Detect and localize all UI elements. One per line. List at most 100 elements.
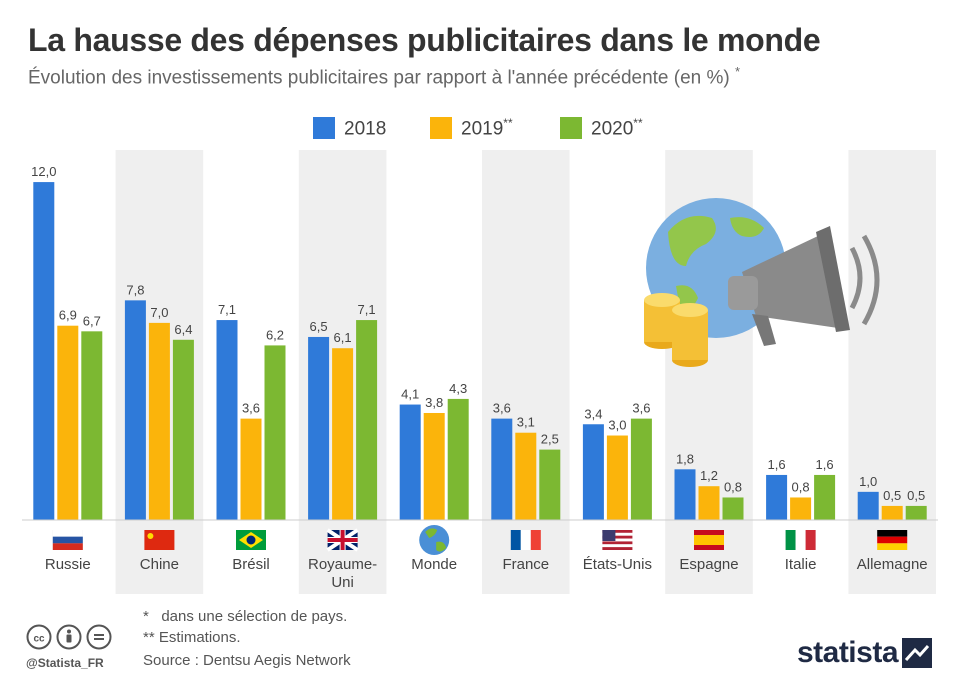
legend-swatch-2019	[430, 117, 452, 139]
x-label-royaume-uni: Royaume-Uni	[308, 556, 377, 591]
bar-etats-unis-2020	[630, 418, 652, 520]
data-label-bresil-2018: 7,1	[218, 302, 236, 317]
bar-espagne-2019	[698, 486, 720, 520]
data-label-royaume-uni-2020: 7,1	[358, 302, 376, 317]
uk-flag-icon	[326, 528, 359, 552]
bar-monde-2019	[423, 412, 445, 520]
bar-russie-2019	[57, 325, 79, 520]
bar-allemagne-2018	[857, 491, 879, 520]
legend-item-2020: 2020**	[560, 114, 643, 142]
chart-title: La hausse des dépenses publicitaires dan…	[28, 22, 821, 58]
data-label-italie-2018: 1,6	[768, 457, 786, 472]
bar-russie-2018	[33, 182, 55, 520]
bar-france-2019	[515, 432, 537, 520]
bar-italie-2019	[790, 497, 812, 520]
data-label-italie-2020: 1,6	[816, 457, 834, 472]
globe-land	[668, 215, 764, 309]
source-note: Source : Dentsu Aegis Network	[143, 652, 351, 669]
category-flags	[52, 525, 908, 555]
bar-bresil-2019	[240, 418, 262, 520]
statista-logo[interactable]: statista	[797, 636, 932, 670]
advertising-illustration	[644, 198, 880, 367]
x-label-espagne: Espagne	[679, 556, 738, 573]
bar-chine-2018	[124, 300, 146, 520]
chart-subtitle: Évolution des investissements publicitai…	[28, 64, 740, 89]
x-label-monde: Monde	[411, 556, 457, 573]
data-label-russie-2020: 6,7	[83, 313, 101, 328]
bar-allemagne-2019	[881, 505, 903, 520]
bar-bresil-2020	[264, 345, 286, 520]
bar-france-2020	[539, 449, 561, 520]
globe-icon	[419, 525, 450, 555]
statista-wordmark: statista	[796, 636, 899, 669]
legend-label-2019: 2019**	[461, 115, 513, 140]
data-label-monde-2018: 4,1	[401, 387, 419, 402]
bar-chine-2019	[148, 322, 170, 520]
category-band-france	[482, 150, 570, 594]
russia-flag-icon	[52, 530, 83, 550]
data-label-monde-2019: 3,8	[425, 395, 443, 410]
legend-item-2018: 2018	[313, 114, 386, 142]
bar-italie-2018	[766, 474, 788, 520]
bar-royaume-uni-2020	[356, 320, 378, 520]
data-label-etats-unis-2019: 3,0	[608, 418, 626, 433]
coins-illustration	[644, 293, 708, 367]
subtitle-footnote-mark: *	[735, 64, 741, 79]
bar-france-2018	[491, 418, 513, 520]
china-flag-icon	[144, 530, 175, 550]
data-label-espagne-2020: 0,8	[724, 479, 742, 494]
x-label-russie: Russie	[45, 556, 91, 573]
cc-icon: cc	[26, 624, 52, 650]
x-label-chine: Chine	[140, 556, 179, 573]
megaphone-illustration	[728, 226, 880, 346]
statista-mark-icon	[902, 638, 932, 668]
spain-flag-icon	[694, 530, 724, 550]
x-label-allemagne: Allemagne	[857, 556, 928, 573]
bar-bresil-2018	[216, 320, 238, 520]
x-label-etats-unis: États-Unis	[583, 556, 652, 573]
data-label-bresil-2020: 6,2	[266, 327, 284, 342]
bar-espagne-2018	[674, 469, 696, 520]
no-derivatives-icon	[86, 624, 112, 650]
data-label-russie-2018: 12,0	[31, 164, 56, 179]
twitter-handle: @Statista_FR	[26, 656, 104, 670]
bar-monde-2020	[447, 398, 469, 520]
data-label-chine-2020: 6,4	[174, 322, 192, 337]
data-label-espagne-2019: 1,2	[700, 468, 718, 483]
data-label-allemagne-2019: 0,5	[883, 488, 901, 503]
data-label-italie-2019: 0,8	[792, 479, 810, 494]
legend-label-2020: 2020**	[591, 115, 643, 140]
x-label-bresil: Brésil	[232, 556, 270, 573]
data-label-russie-2019: 6,9	[59, 308, 77, 323]
bar-royaume-uni-2019	[332, 348, 354, 520]
bar-russie-2020	[81, 331, 103, 520]
france-flag-icon	[510, 530, 541, 550]
footnotes: * dans une sélection de pays. ** Estimat…	[143, 606, 347, 648]
data-label-royaume-uni-2019: 6,1	[334, 330, 352, 345]
bar-monde-2018	[399, 404, 421, 520]
data-label-monde-2020: 4,3	[449, 381, 467, 396]
bars: 12,0 6,9 6,7 7,8 7,0 6,4 7,1 3,6 6,2 6,5 6,1 7,1 4,1…	[31, 164, 927, 520]
data-label-chine-2018: 7,8	[126, 282, 144, 297]
bar-italie-2020	[814, 474, 836, 520]
legend-item-2019: 2019**	[430, 114, 513, 142]
license-icons: cc	[26, 624, 112, 650]
germany-flag-icon	[877, 530, 908, 550]
data-label-allemagne-2018: 1,0	[859, 474, 877, 489]
x-axis-labels: Russie Chine Brésil Royaume-Uni Monde France É…	[45, 556, 928, 591]
bar-chart: 12,0 6,9 6,7 7,8 7,0 6,4 7,1 3,6 6,2 6,5 6,1 7,1 4,1…	[22, 150, 938, 594]
x-label-italie: Italie	[785, 556, 817, 573]
bar-etats-unis-2018	[582, 424, 604, 520]
attribution-icon	[56, 624, 82, 650]
data-label-france-2019: 3,1	[517, 415, 535, 430]
data-label-royaume-uni-2018: 6,5	[310, 319, 328, 334]
bar-royaume-uni-2018	[308, 336, 330, 520]
svg-text:cc: cc	[33, 634, 45, 645]
data-label-chine-2019: 7,0	[150, 305, 168, 320]
usa-flag-icon	[602, 530, 633, 550]
data-label-allemagne-2020: 0,5	[907, 488, 925, 503]
data-label-bresil-2019: 3,6	[242, 401, 260, 416]
data-label-etats-unis-2020: 3,6	[632, 401, 650, 416]
italy-flag-icon	[785, 530, 816, 550]
data-label-espagne-2018: 1,8	[676, 451, 694, 466]
